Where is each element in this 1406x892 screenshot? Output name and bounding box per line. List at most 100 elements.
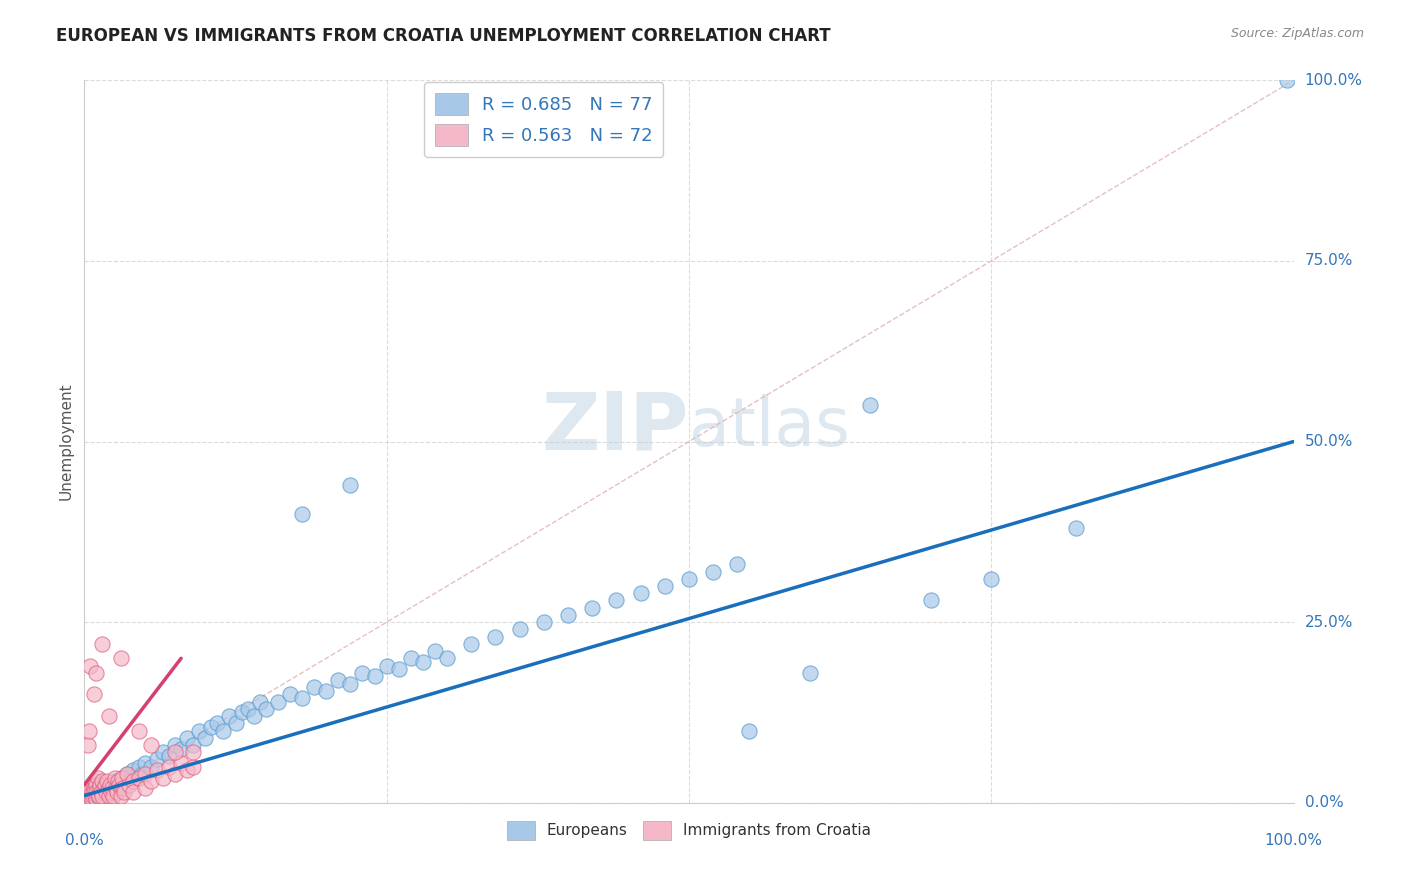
Point [94,778,117,792]
Point [83,781,105,796]
Point [84,774,107,789]
Point [115,767,138,781]
Point [352,665,374,680]
Point [97,778,120,792]
Point [82,789,104,803]
Point [86,771,108,785]
Point [112,778,135,792]
Point [375,658,398,673]
Point [110,651,132,665]
Point [128,723,150,738]
Point [112,785,135,799]
Point [702,565,724,579]
Point [107,781,129,796]
Point [79,789,101,803]
Point [80,785,103,799]
Point [111,771,134,785]
Point [225,716,247,731]
Point [134,756,156,770]
Point [89,778,111,792]
Point [1064,521,1087,535]
Point [84,789,107,803]
Point [124,771,146,785]
Point [86,778,108,792]
Point [118,778,141,792]
Point [121,785,143,799]
Text: 50.0%: 50.0% [1305,434,1353,449]
Text: EUROPEAN VS IMMIGRANTS FROM CROATIA UNEMPLOYMENT CORRELATION CHART: EUROPEAN VS IMMIGRANTS FROM CROATIA UNEM… [56,27,831,45]
Point [157,748,180,763]
Point [218,709,240,723]
Point [86,785,108,799]
Point [533,615,555,630]
Point [128,760,150,774]
Point [165,745,187,759]
Point [139,738,162,752]
Text: 0.0%: 0.0% [65,833,104,848]
Point [859,398,882,412]
Text: 100.0%: 100.0% [1264,833,1323,848]
Point [738,723,761,738]
Text: 0.0%: 0.0% [1305,796,1343,810]
Point [630,586,652,600]
Point [79,658,101,673]
Point [128,771,150,785]
Point [77,738,100,752]
Point [104,774,127,789]
Text: 25.0%: 25.0% [1305,615,1353,630]
Point [97,709,120,723]
Point [146,764,169,778]
Point [176,731,198,745]
Point [484,630,506,644]
Point [90,785,112,799]
Point [104,781,127,796]
Point [799,665,821,680]
Point [77,785,100,799]
Point [100,785,122,799]
Point [654,579,676,593]
Point [97,781,120,796]
Legend: Europeans, Immigrants from Croatia: Europeans, Immigrants from Croatia [501,815,877,846]
Point [725,558,748,572]
Point [249,695,271,709]
Point [181,738,204,752]
Point [96,774,118,789]
Point [91,637,114,651]
Text: atlas: atlas [689,394,849,460]
Point [91,774,114,789]
Point [388,662,411,676]
Point [207,716,229,731]
Point [605,593,627,607]
Point [91,781,114,796]
Point [110,781,132,796]
Point [86,789,108,803]
Point [139,760,162,774]
Point [77,790,100,805]
Point [412,655,434,669]
Point [423,644,446,658]
Point [315,683,337,698]
Point [97,789,120,803]
Point [83,790,105,805]
Point [79,781,101,796]
Point [110,789,132,803]
Point [242,709,264,723]
Point [79,789,101,803]
Point [104,771,127,785]
Point [121,764,143,778]
Point [291,691,314,706]
Text: ZIP: ZIP [541,388,689,467]
Point [120,774,142,789]
Point [77,723,100,738]
Point [278,687,301,701]
Point [77,792,100,806]
Point [94,785,117,799]
Point [181,760,204,774]
Point [236,702,259,716]
Point [194,731,217,745]
Point [165,738,187,752]
Point [94,789,117,803]
Point [920,593,942,607]
Point [302,680,325,694]
Point [267,695,290,709]
